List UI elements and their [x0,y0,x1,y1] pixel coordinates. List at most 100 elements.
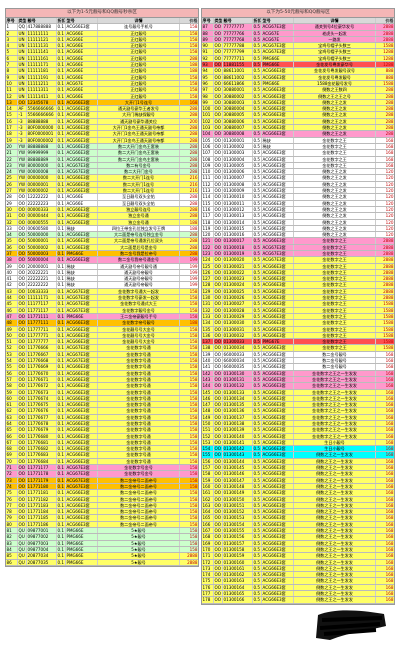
cell: OO [214,502,223,509]
cell: 158 [189,332,198,338]
cell: 0.5 [253,282,262,288]
cell: 0.1 [57,263,66,269]
table-row: 75 OO 11771181 0.1 ACG66E3套 数二金帝号二面帝号 158 [6,490,198,497]
cell: 1588 [383,301,394,307]
cell: OO [214,24,223,30]
cell: ACG67E [262,30,294,36]
cell: 0.5 [253,414,262,420]
cell: 0.1 [57,257,66,263]
table-row: 112 OO 01300008 0.5 ACG66E3套 倒数之王之发 120 [202,181,394,189]
cell: OO [214,332,223,339]
table-row: 89 OO 77777768 0.5 ACG67E 一路发 2888 [202,36,394,44]
cell: 22222222 [27,282,57,288]
cell: 1588 [383,339,394,345]
cell: 01300022 [223,269,253,276]
table-row: 175 OO 01300163 0.5 ACG66E3套 倒数之王之一生发发 168 [202,578,394,585]
table-row: 37 OO 50000003 0.1 PMG66E 数二金号我是拉帝号 288 [6,250,198,258]
cell: 01300146 [223,471,253,477]
cell: 0.1 [57,162,66,169]
header-cell: 序号 [6,18,18,24]
cell: 倒数之王之发 [294,200,376,206]
header-cell: 靓号 [27,18,57,24]
cell: OO [18,301,27,307]
cell: OO [18,276,27,282]
cell: ACG66E3套 [262,364,294,370]
cell: 00600580 [27,225,57,232]
cell: 通天副号豪华通关位 [98,118,180,125]
cell: ACG66E3套 [262,150,294,156]
cell: 金花数字之王之一生发发 [294,421,376,427]
cell: 0.5 [253,313,262,320]
table-row: 57 OO 11776671 0.1 ACG66E3套 金花数字号通 158 [6,376,198,384]
table-row: 174 OO 01300162 0.5 ACG66E3套 倒数之王之一生发发 168 [202,572,394,579]
cell: 158 [189,358,198,364]
table-row: 72 OO 11771178 0.1 ACG67E3套 金花数字号金号 158 [6,471,198,478]
table-row: 43 OO 10033333 0.1 ACG67E3套 金花数字号通大一起发 158 [6,288,198,296]
cell: 0.1 [57,137,66,143]
cell: 1588 [383,313,394,319]
cell: 0.1 [57,49,66,55]
cell: OO [214,263,223,269]
cell: 01300158 [223,546,253,553]
table-row: 131 OO 01300027 0.5 ACG66E3套 金花数字之王 1588 [202,301,394,308]
cell: 01300147 [223,477,253,483]
cell: ACG66E3套 [262,559,294,565]
cell: 146 [202,395,214,402]
cell: 0.5 [253,43,262,49]
cell: 158 [189,395,198,401]
cell: 金花数字之王 [294,238,376,244]
cell: 00000001 [27,181,57,188]
cell: 0.5 [253,225,262,232]
table-row: 3 UN 11111121 0.1 ACG66E 正红靓号 158 [6,36,198,44]
cell: 77777766 [223,30,253,36]
cell: 倒数之王之一生发发 [294,452,376,458]
cell: 老虎头一起发 [294,30,376,36]
cell: PMG66E [66,534,98,540]
cell: ACG66E3套 [66,389,98,395]
cell: ACG66E3套 [66,496,98,502]
cell: 120 [385,181,394,187]
cell: 金花数字帝号靓号 [98,320,180,326]
cell: 0.5 [253,326,262,332]
cell: 01300009 [223,188,253,194]
cell: 168 [385,421,394,426]
cell: 11111171 [27,62,57,68]
cell: OO [214,364,223,370]
table-row: 31 OO 00000444 0.1 ACG66E3套 独立金号通 288 [6,213,198,220]
cell: 0.1 [57,414,66,420]
cell: 11776672 [27,383,57,389]
cell: ACG66E3套 [66,320,98,326]
cell: ACG66E [66,74,98,80]
table-row: 88 OO 77777766 0.5 ACG67E 老虎头一起发 2888 [202,30,394,37]
cell: 120 [385,232,394,238]
cell: 0.1 [57,395,66,402]
cell: 数二大开门1连号 [98,175,180,181]
cell: 金花数字号通 [98,389,180,395]
cell: OO [18,313,27,320]
cell: 0.5 [253,376,262,383]
cell: ACG66E3套 [66,99,98,106]
cell: ACG66E3套 [262,402,294,408]
cell: 倒数之王之发 [294,194,376,200]
cell: 0.5 [253,490,262,496]
cell: 0.5 [253,421,262,427]
cell: 115 [202,200,214,206]
cell: 0.1 [57,68,66,74]
cell: ACG66E3套 [262,106,294,112]
cell: 0.5 [253,62,262,68]
cell: 158 [189,458,198,464]
cell: OO [214,169,223,175]
cell: 31 [6,213,18,219]
cell: ACG66E3套 [262,389,294,395]
cell: 159 [202,477,214,483]
table-row: 106 OO 01300002 0.5 稀缺 金花数字之王 168 [202,143,394,151]
cell: 94 [202,68,214,74]
cell: 金花数字之王 [294,143,376,150]
cell: 127 [202,276,214,282]
cell: ACG66E3套 [262,93,294,99]
table-row: 173 OO 01300161 0.5 ACG66E3套 倒数之王之一生发发 168 [202,565,394,573]
cell: 46 [6,307,18,313]
cell: 173 [202,565,214,572]
cell: 13 [6,99,18,106]
cell: 124 [202,257,214,263]
